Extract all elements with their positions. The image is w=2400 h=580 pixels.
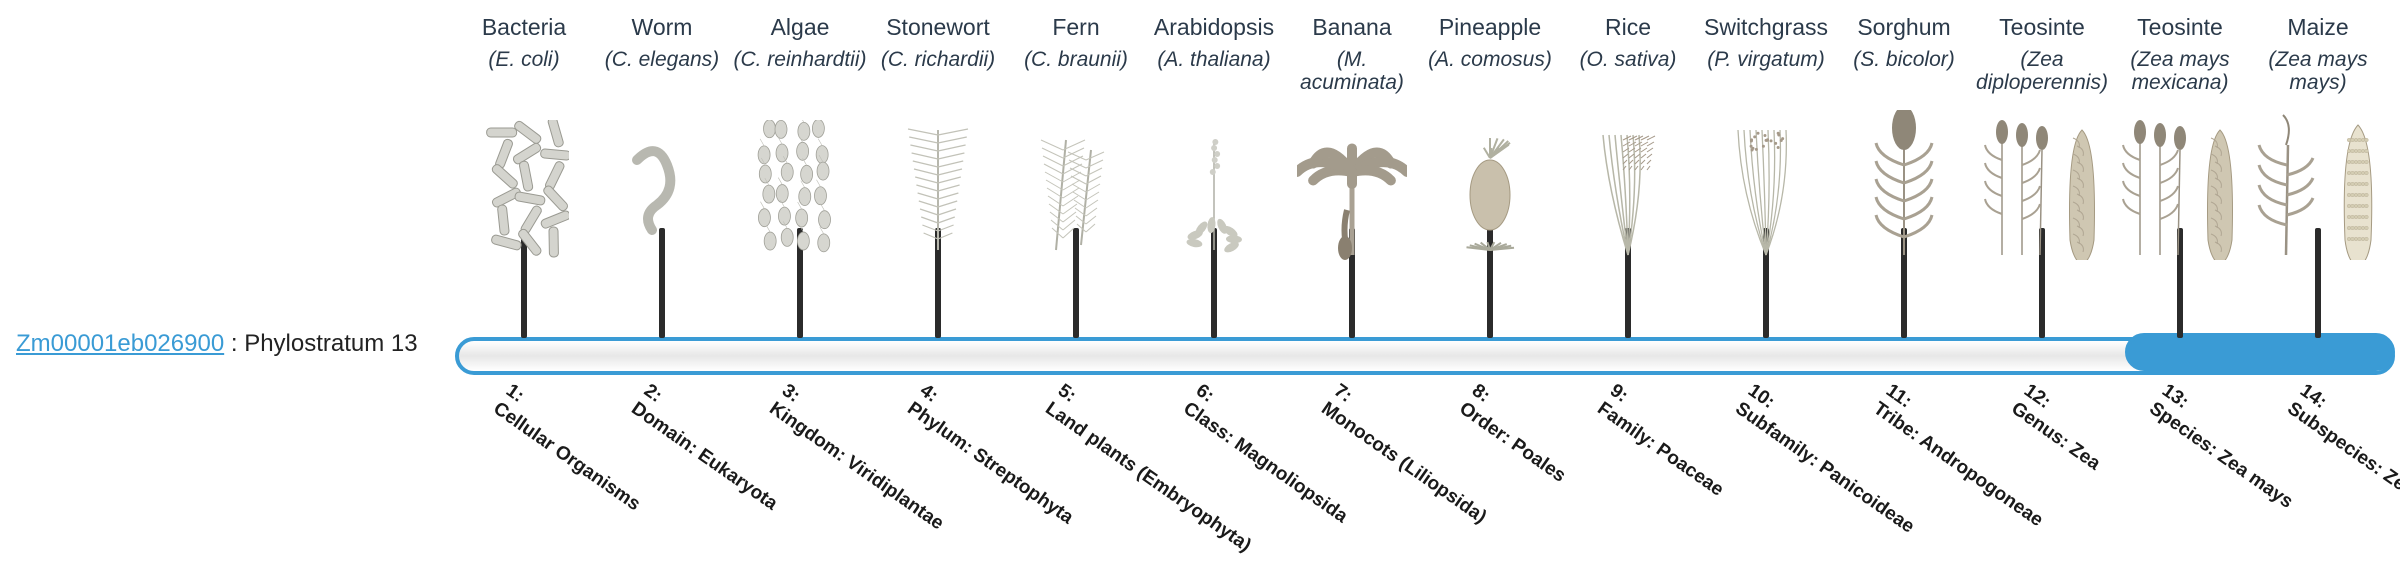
organism-column-5: Arabidopsis (A. thaliana): [1145, 14, 1283, 260]
organism-name-10: Sorghum: [1835, 14, 1973, 46]
gene-id-link[interactable]: Zm00001eb026900: [16, 330, 224, 357]
timeline-track-highlight: [2125, 333, 2395, 371]
organism-icon-8: [1559, 110, 1697, 260]
organism-icon-7: [1421, 110, 1559, 260]
organism-icon-0: [455, 110, 593, 260]
organism-column-10: Sorghum (S. bicolor): [1835, 14, 1973, 260]
organism-icon-3: [869, 110, 1007, 260]
organism-sci-name-11: (Zea diploperennis): [1973, 48, 2111, 104]
organism-column-3: Stonewort (C. richardii): [869, 14, 1007, 260]
organism-icon-5: [1145, 110, 1283, 260]
timeline-label-13: 13: Species: Zea mays: [2145, 380, 2293, 502]
timeline-track-background: [455, 337, 2395, 375]
organism-icon-9: [1697, 110, 1835, 260]
organism-sci-name-8: (O. sativa): [1559, 48, 1697, 104]
organism-column-9: Switchgrass (P. virgatum): [1697, 14, 1835, 260]
organism-column-2: Algae (C. reinhardtii): [731, 14, 869, 260]
organism-column-1: Worm (C. elegans): [593, 14, 731, 260]
organism-sci-name-13: (Zea mays mays): [2249, 48, 2387, 104]
timeline-label-3: 3: Kingdom: Viridiplantae: [765, 380, 913, 502]
organism-sci-name-9: (P. virgatum): [1697, 48, 1835, 104]
organism-column-4: Fern (C. braunii): [1007, 14, 1145, 260]
organism-column-13: Maize (Zea mays mays): [2249, 14, 2387, 260]
timeline-label-4: 4: Phylum: Streptophyta: [903, 380, 1051, 502]
organism-icon-12: [2111, 110, 2249, 260]
organism-sci-name-1: (C. elegans): [593, 48, 731, 104]
organism-column-12: Teosinte (Zea mays mexicana): [2111, 14, 2249, 260]
organism-name-6: Banana: [1283, 14, 1421, 46]
organism-icon-13: [2249, 110, 2387, 260]
organism-sci-name-4: (C. braunii): [1007, 48, 1145, 104]
organism-name-4: Fern: [1007, 14, 1145, 46]
organism-icon-2: [731, 110, 869, 260]
timeline-label-11: 11: Tribe: Andropogoneae: [1869, 380, 2017, 502]
organism-column-8: Rice (O. sativa): [1559, 14, 1697, 260]
organism-icon-1: [593, 110, 731, 260]
organism-name-7: Pineapple: [1421, 14, 1559, 46]
organism-name-13: Maize: [2249, 14, 2387, 46]
organism-sci-name-5: (A. thaliana): [1145, 48, 1283, 104]
timeline-label-2: 2: Domain: Eukaryota: [627, 380, 775, 502]
organism-name-1: Worm: [593, 14, 731, 46]
timeline-label-12: 12: Genus: Zea: [2007, 380, 2155, 502]
timeline-label-10: 10: Subfamily: Panicoideae: [1731, 380, 1879, 502]
organism-column-11: Teosinte (Zea diploperennis): [1973, 14, 2111, 260]
organism-name-9: Switchgrass: [1697, 14, 1835, 46]
timeline-label-5: 5: Land plants (Embryophyta): [1041, 380, 1189, 502]
organism-name-2: Algae: [731, 14, 869, 46]
organism-icon-6: [1283, 110, 1421, 260]
organism-icon-11: [1973, 110, 2111, 260]
organism-icon-4: [1007, 110, 1145, 260]
organism-sci-name-10: (S. bicolor): [1835, 48, 1973, 104]
timeline-label-1: 1: Cellular Organisms: [489, 380, 637, 502]
organism-sci-name-2: (C. reinhardtii): [731, 48, 869, 104]
organism-icon-10: [1835, 110, 1973, 260]
organism-column-6: Banana (M. acuminata): [1283, 14, 1421, 260]
timeline-track[interactable]: [455, 337, 2395, 375]
phylostratum-text: : Phylostratum 13: [231, 330, 418, 357]
timeline-label-9: 9: Family: Poaceae: [1593, 380, 1741, 502]
organism-sci-name-6: (M. acuminata): [1283, 48, 1421, 104]
organism-sci-name-7: (A. comosus): [1421, 48, 1559, 104]
organism-column-0: Bacteria (E. coli): [455, 14, 593, 260]
organism-name-8: Rice: [1559, 14, 1697, 46]
organism-name-5: Arabidopsis: [1145, 14, 1283, 46]
gene-phylostratum-label: Zm00001eb026900 : Phylostratum 13: [16, 330, 418, 358]
organism-name-3: Stonewort: [869, 14, 1007, 46]
organism-name-0: Bacteria: [455, 14, 593, 46]
organism-sci-name-12: (Zea mays mexicana): [2111, 48, 2249, 104]
organism-column-7: Pineapple (A. comosus): [1421, 14, 1559, 260]
organism-sci-name-0: (E. coli): [455, 48, 593, 104]
organism-sci-name-3: (C. richardii): [869, 48, 1007, 104]
timeline-label-14: 14:Subspecies: Zea mays mays: [2283, 380, 2400, 502]
timeline-label-8: 8: Order: Poales: [1455, 380, 1603, 502]
timeline-label-7: 7: Monocots (Liliopsida): [1317, 380, 1465, 502]
organism-name-11: Teosinte: [1973, 14, 2111, 46]
timeline-label-6: 6: Class: Magnoliopsida: [1179, 380, 1327, 502]
organism-name-12: Teosinte: [2111, 14, 2249, 46]
